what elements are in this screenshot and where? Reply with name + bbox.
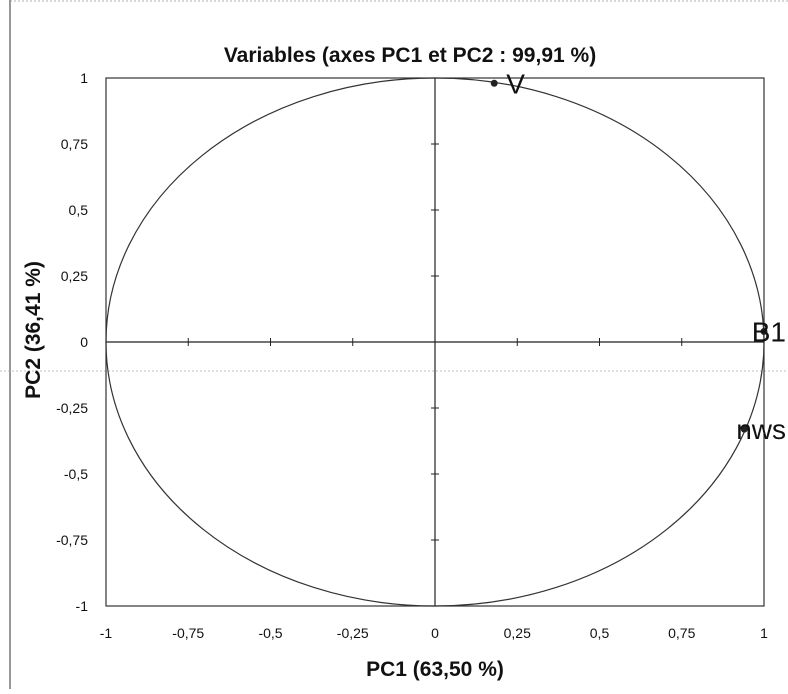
- variable-point-label: B1: [752, 316, 786, 347]
- variable-point: [740, 425, 748, 433]
- x-tick-label: 0: [431, 625, 439, 641]
- y-axis-label: PC2 (36,41 %): [22, 261, 45, 399]
- variable-point: [490, 79, 498, 87]
- y-tick-label: 1: [80, 70, 88, 86]
- x-tick-label: 0,5: [590, 625, 610, 641]
- x-tick-label: 0,75: [668, 625, 695, 641]
- y-tick-label: -1: [76, 598, 89, 614]
- x-tick-label: -0,5: [258, 625, 282, 641]
- points-layer: V B1 nws: [490, 68, 786, 445]
- x-tick-label: -0,25: [337, 625, 369, 641]
- ticks-layer: -1 -0,75 -0,5 -0,25 0 0,25 0,5 0,75 1 1 0,75 0,5 0,2…: [56, 70, 768, 641]
- y-tick-label: -0,5: [64, 466, 88, 482]
- y-tick-label: 0,25: [61, 268, 88, 284]
- y-tick-label: -0,75: [56, 532, 88, 548]
- variable-point: [760, 327, 768, 335]
- y-tick-label: 0,75: [61, 136, 88, 152]
- x-tick-label: -1: [100, 625, 113, 641]
- chart-title: Variables (axes PC1 et PC2 : 99,91 %): [224, 44, 596, 67]
- y-tick-label: -0,25: [56, 400, 88, 416]
- correlation-circle: [105, 77, 765, 607]
- y-tick-label: 0,5: [69, 202, 89, 218]
- variable-point-label: V: [506, 68, 525, 99]
- x-tick-label: 1: [760, 625, 768, 641]
- variable-point-label: nws: [736, 414, 786, 445]
- x-tick-label: -0,75: [172, 625, 204, 641]
- y-tick-label: 0: [80, 334, 88, 350]
- circle-layer: [105, 77, 765, 607]
- x-axis-label: PC1 (63,50 %): [366, 658, 504, 681]
- x-tick-label: 0,25: [504, 625, 531, 641]
